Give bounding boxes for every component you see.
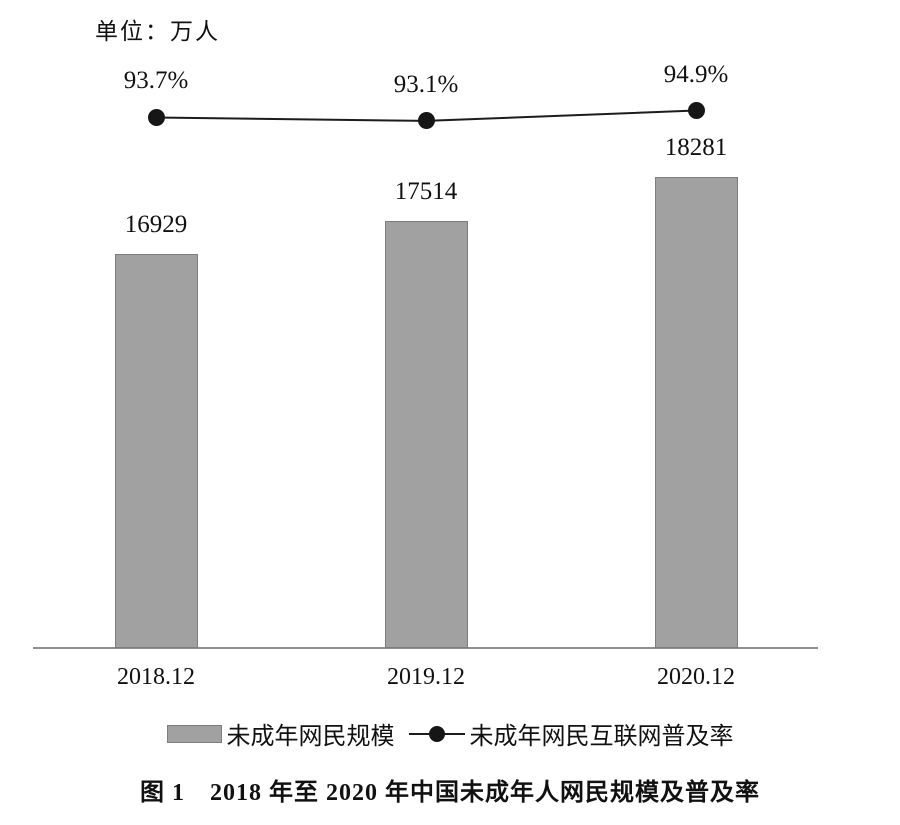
bar-2019.12 [384,220,468,648]
legend-line-marker [428,725,445,742]
bar-swatch-icon [166,724,222,743]
bar-value-label-2019.12: 17514 [394,177,458,205]
legend: 未成年网民规模 未成年网民互联网普及率 [0,716,900,751]
line-value-label-2019.12: 93.1% [393,70,459,98]
x-axis-label-2020.12: 2020.12 [657,664,735,690]
line-value-label-2018.12: 93.7% [123,67,189,95]
line-point-2019.12 [417,112,435,130]
line-value-label-2020.12: 94.9% [663,60,729,88]
bar-2020.12 [654,177,738,648]
x-axis-line [33,647,818,649]
bar-2018.12 [114,254,198,648]
legend-item-line-series: 未成年网民互联网普及率 [408,716,734,751]
bar-value-label-2018.12: 16929 [124,211,188,239]
legend-bar-label: 未成年网民规模 [226,724,395,750]
line-dot-icon [408,725,465,743]
line-point-2018.12 [147,108,165,126]
bar-value-label-2020.12: 18281 [664,134,728,162]
plot-area: 16929 93.7% 2018.12 17514 93.1% 2019.12 18281 9… [33,60,818,690]
legend-line-label: 未成年网民互联网普及率 [469,724,734,750]
unit-label: 单位：万人 [95,19,220,44]
line-point-2020.12 [687,102,705,119]
legend-item-bar-series: 未成年网民规模 [166,716,395,751]
x-axis-label-2018.12: 2018.12 [117,664,195,690]
x-axis-label-2019.12: 2019.12 [387,664,465,690]
figure-caption: 图 1 2018 年至 2020 年中国未成年人网民规模及普及率 [140,780,760,806]
